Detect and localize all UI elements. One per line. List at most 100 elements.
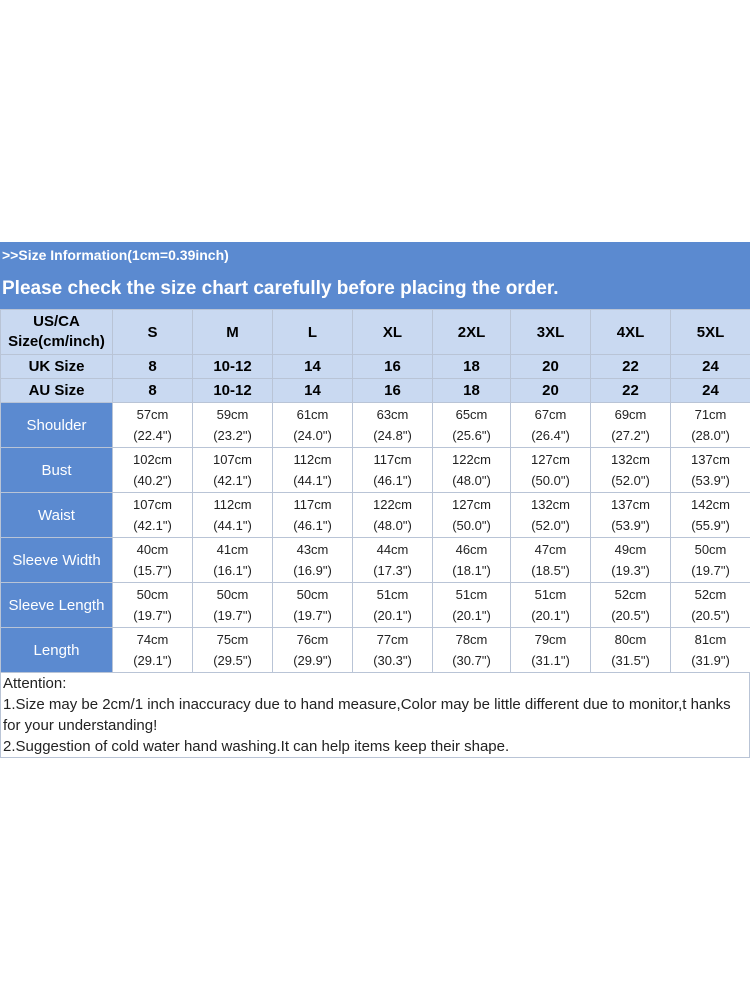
measurement-cell: 117cm (46.1") [352,447,433,493]
size-header-cell: XL [352,309,433,355]
measurement-cell: 71cm (28.0") [670,402,750,448]
cm-value: 52cm [614,587,647,602]
measurement-cell: 122cm (48.0") [352,492,433,538]
inch-value: (15.7") [133,563,172,578]
size-header-cell: 2XL [432,309,511,355]
cm-value: 47cm [534,542,567,557]
inch-value: (52.0") [611,473,650,488]
cm-value: 57cm [136,407,169,422]
measurement-label: Sleeve Width [0,537,113,583]
uk-size-cell: 20 [510,354,591,379]
inch-value: (18.1") [452,563,491,578]
inch-value: (42.1") [213,473,252,488]
measurement-cell: 137cm (53.9") [590,492,671,538]
cm-value: 50cm [136,587,169,602]
inch-value: (53.9") [611,518,650,533]
measurement-label: Shoulder [0,402,113,448]
measurement-cell: 76cm (29.9") [272,627,353,673]
inch-value: (40.2") [133,473,172,488]
inch-value: (20.5") [691,608,730,623]
measurement-cell: 49cm (19.3") [590,537,671,583]
measurement-cell: 132cm (52.0") [590,447,671,493]
cm-value: 79cm [534,632,567,647]
au-size-cell: 20 [510,378,591,403]
measurement-cell: 52cm (20.5") [590,582,671,628]
au-size-cell: 22 [590,378,671,403]
inch-value: (53.9") [691,473,730,488]
cm-value: 132cm [610,452,651,467]
measurement-label: Waist [0,492,113,538]
au-size-cell: 8 [112,378,193,403]
measurement-label: Length [0,627,113,673]
measurement-cell: 132cm (52.0") [510,492,591,538]
inch-value: (19.3") [611,563,650,578]
inch-value: (30.7") [452,653,491,668]
measurement-cell: 46cm (18.1") [432,537,511,583]
inch-value: (24.8") [373,428,412,443]
inch-value: (18.5") [531,563,570,578]
size-info-banner: >>Size Information(1cm=0.39inch) [0,242,750,269]
size-header-cell: 3XL [510,309,591,355]
measurement-cell: 63cm (24.8") [352,402,433,448]
measurement-cell: 47cm (18.5") [510,537,591,583]
inch-value: (27.2") [611,428,650,443]
cm-value: 117cm [293,497,332,512]
cm-value: 40cm [136,542,169,557]
uk-size-cell: 24 [670,354,750,379]
measurement-cell: 61cm (24.0") [272,402,353,448]
cm-value: 102cm [132,452,173,467]
cm-value: 137cm [690,452,731,467]
measurement-cell: 112cm (44.1") [192,492,273,538]
uk-size-cell: 16 [352,354,433,379]
size-chart: >>Size Information(1cm=0.39inch) Please … [0,242,750,758]
inch-value: (19.7") [213,608,252,623]
au-size-cell: 16 [352,378,433,403]
cm-value: 65cm [455,407,488,422]
attention-note-2: 2.Suggestion of cold water hand washing.… [3,738,510,755]
cm-value: 59cm [216,407,249,422]
au-size-cell: 24 [670,378,750,403]
inch-value: (28.0") [691,428,730,443]
uk-size-cell: 18 [432,354,511,379]
cm-value: 112cm [213,497,252,512]
measurement-cell: 81cm (31.9") [670,627,750,673]
cm-value: 51cm [455,587,488,602]
size-header-cell: L [272,309,353,355]
measurement-cell: 102cm (40.2") [112,447,193,493]
inch-value: (29.5") [213,653,252,668]
measurement-cell: 51cm (20.1") [432,582,511,628]
cm-value: 127cm [451,497,492,512]
size-header-cell: S [112,309,193,355]
measurement-cell: 137cm (53.9") [670,447,750,493]
cm-value: 137cm [610,497,651,512]
cm-value: 51cm [534,587,567,602]
measurement-row: Bust 102cm (40.2") 107cm (42.1") 112cm (44.1")… [0,447,750,493]
inch-value: (22.4") [133,428,172,443]
inch-value: (52.0") [531,518,570,533]
inch-value: (55.9") [691,518,730,533]
measurement-row: Length 74cm (29.1") 75cm (29.5") 76cm (29.9") 7… [0,627,750,673]
measurement-cell: 122cm (48.0") [432,447,511,493]
uk-size-cell: 14 [272,354,353,379]
measurement-cell: 77cm (30.3") [352,627,433,673]
size-header-cell: 5XL [670,309,750,355]
measurement-cell: 44cm (17.3") [352,537,433,583]
measurement-label: Bust [0,447,113,493]
inch-value: (48.0") [373,518,412,533]
inch-value: (50.0") [531,473,570,488]
cm-value: 69cm [614,407,647,422]
cm-value: 67cm [534,407,567,422]
measurement-label: Sleeve Length [0,582,113,628]
cm-value: 50cm [694,542,727,557]
au-size-label: AU Size [0,378,113,403]
cm-value: 43cm [296,542,329,557]
uk-size-cell: 8 [112,354,193,379]
measurement-cell: 74cm (29.1") [112,627,193,673]
cm-value: 41cm [216,542,249,557]
cm-value: 76cm [296,632,329,647]
measurement-cell: 52cm (20.5") [670,582,750,628]
cm-value: 46cm [455,542,488,557]
measurement-row: Waist 107cm (42.1") 112cm (44.1") 117cm (46.1"… [0,492,750,538]
attention-title: Attention: [3,675,67,692]
measurement-row: Shoulder 57cm (22.4") 59cm (23.2") 61cm (24.0"… [0,402,750,448]
